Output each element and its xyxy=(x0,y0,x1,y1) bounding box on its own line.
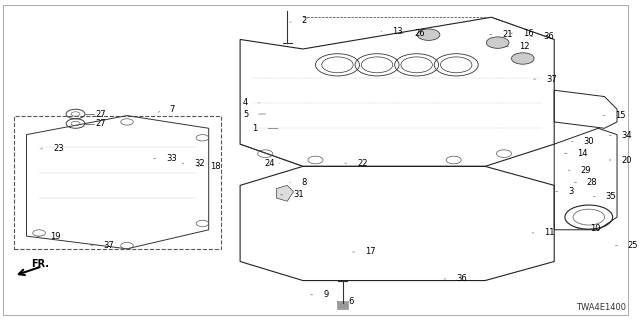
Text: 37: 37 xyxy=(103,241,114,250)
Circle shape xyxy=(417,29,440,40)
Text: FR.: FR. xyxy=(31,260,49,269)
Text: 24: 24 xyxy=(265,159,275,168)
Text: 12: 12 xyxy=(519,42,529,51)
Text: 29: 29 xyxy=(580,166,591,175)
Text: 25: 25 xyxy=(628,241,638,250)
Text: 27: 27 xyxy=(95,109,106,118)
Text: 6: 6 xyxy=(348,297,353,306)
Text: 23: 23 xyxy=(53,144,63,153)
Text: 31: 31 xyxy=(293,190,303,199)
Text: 28: 28 xyxy=(587,178,598,187)
Text: 16: 16 xyxy=(523,28,533,38)
Text: 32: 32 xyxy=(195,159,205,168)
Text: 35: 35 xyxy=(605,192,616,201)
Text: 18: 18 xyxy=(210,162,221,171)
Text: 4: 4 xyxy=(243,99,248,108)
Text: 33: 33 xyxy=(166,154,177,163)
Text: 22: 22 xyxy=(357,159,367,168)
Text: 1: 1 xyxy=(252,124,258,133)
Text: 3: 3 xyxy=(568,187,573,196)
Text: 37: 37 xyxy=(546,75,557,84)
Text: 5: 5 xyxy=(243,109,248,118)
Circle shape xyxy=(486,37,509,48)
Text: 19: 19 xyxy=(50,232,60,241)
Text: TWA4E1400: TWA4E1400 xyxy=(577,303,627,312)
Text: 7: 7 xyxy=(169,105,175,114)
Text: 11: 11 xyxy=(544,228,555,237)
Text: 36: 36 xyxy=(543,32,554,41)
Text: 2: 2 xyxy=(301,16,307,25)
Text: 13: 13 xyxy=(392,27,403,36)
Text: 14: 14 xyxy=(577,149,588,158)
Text: 17: 17 xyxy=(365,247,376,257)
Text: 26: 26 xyxy=(414,28,425,38)
Text: 10: 10 xyxy=(590,224,600,233)
Text: 20: 20 xyxy=(621,156,632,164)
Text: 30: 30 xyxy=(584,137,595,146)
Text: 9: 9 xyxy=(323,290,328,299)
Text: 21: 21 xyxy=(502,30,513,39)
Text: 27: 27 xyxy=(95,119,106,128)
Bar xyxy=(14,116,221,249)
Text: 8: 8 xyxy=(301,178,307,187)
Text: 15: 15 xyxy=(615,111,626,120)
Bar xyxy=(337,301,348,309)
Polygon shape xyxy=(276,185,294,201)
Circle shape xyxy=(511,53,534,64)
Text: 36: 36 xyxy=(456,275,467,284)
Text: 34: 34 xyxy=(621,131,632,140)
